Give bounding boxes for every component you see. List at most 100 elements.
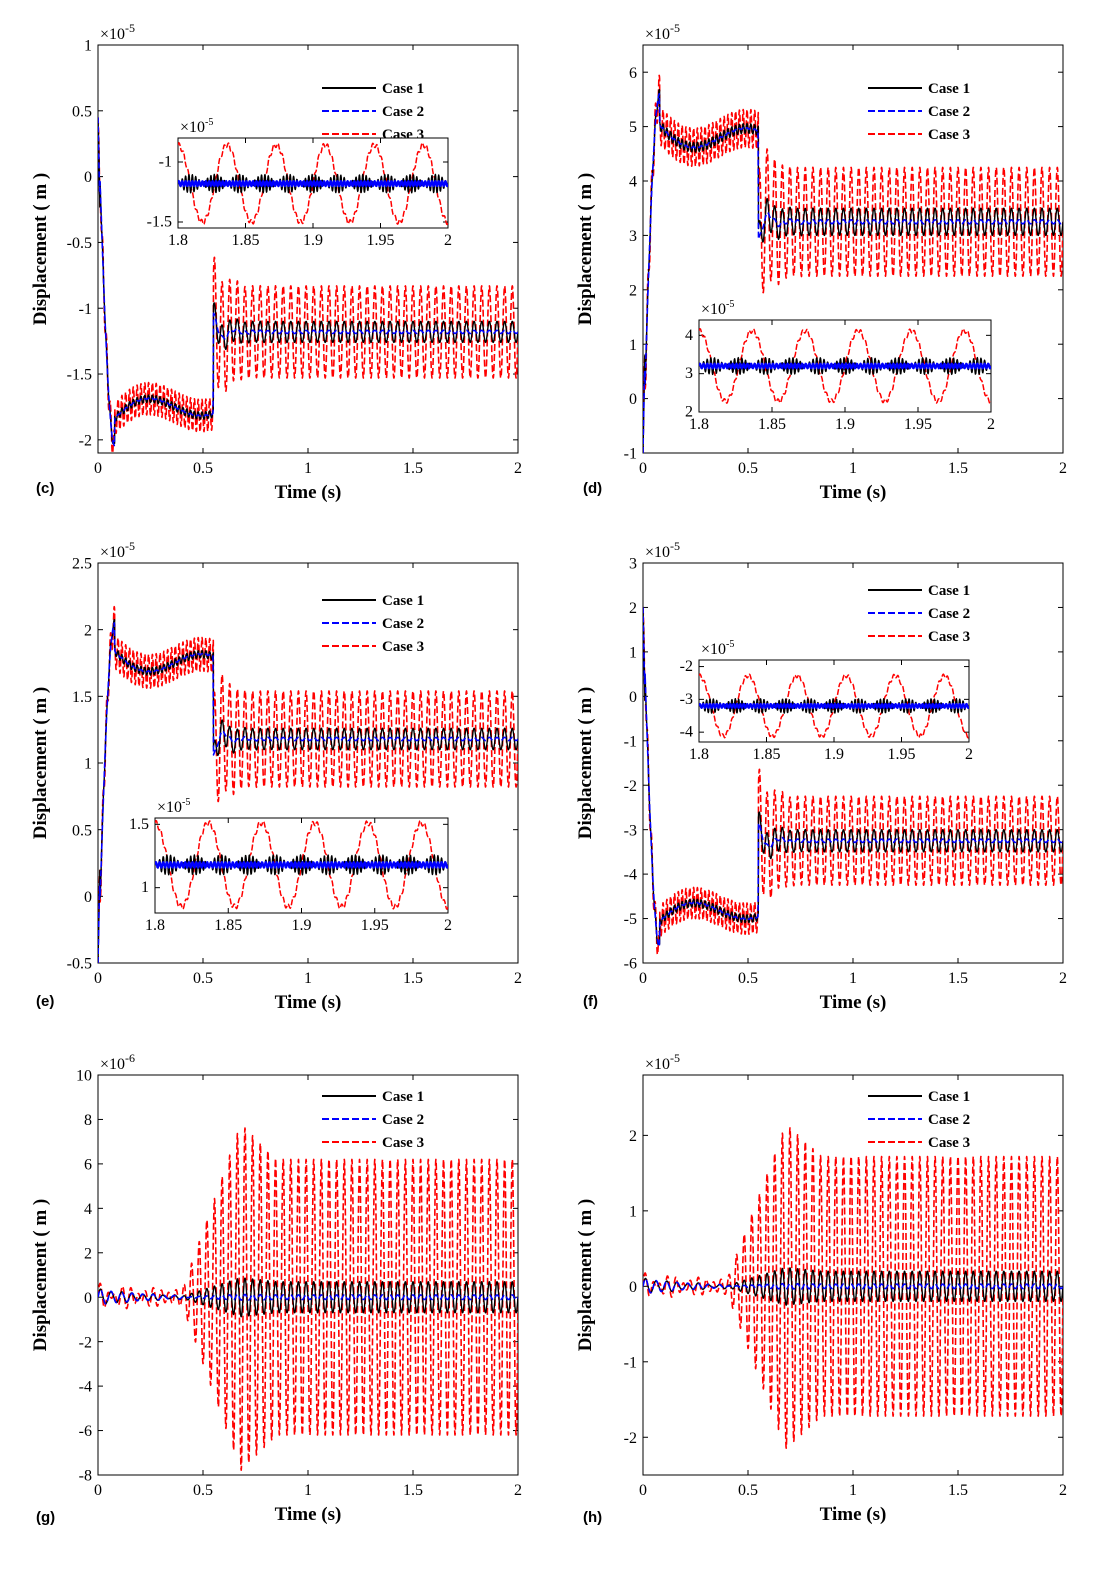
axis-exponent: ×10-5 [100, 539, 135, 561]
x-tick-label: 1.8 [689, 746, 709, 763]
panel-label: (d) [583, 480, 602, 497]
y-tick-label: -1 [624, 446, 637, 463]
x-tick-label: 0 [94, 970, 102, 987]
y-tick-label: -0.5 [67, 235, 92, 252]
x-tick-label: 1.8 [145, 917, 165, 934]
x-tick-label: 0.5 [193, 1482, 213, 1499]
x-tick-label: 1.5 [403, 1482, 423, 1499]
y-tick-label: 2 [629, 1128, 637, 1145]
y-tick-label: 2 [84, 622, 92, 639]
x-tick-label: 1.5 [948, 970, 968, 987]
x-tick-label: 0.5 [193, 460, 213, 477]
x-axis-label: Time (s) [275, 992, 342, 1013]
x-tick-label: 2 [987, 416, 995, 433]
axis-exponent: ×10-5 [645, 539, 680, 561]
series-case-2 [98, 117, 518, 447]
y-axis-label: Displacement ( m ) [575, 173, 596, 326]
series-case-3 [643, 1127, 1063, 1449]
y-tick-label: 0 [629, 391, 637, 408]
y-tick-label: -3 [680, 691, 693, 708]
x-tick-label: 1.8 [168, 232, 188, 249]
x-tick-label: 2 [1059, 1482, 1067, 1499]
inset-series-case-2 [155, 861, 448, 869]
panel-label: (e) [36, 993, 54, 1010]
series-case-1 [643, 607, 1063, 945]
x-tick-label: 1 [849, 970, 857, 987]
x-tick-label: 1 [849, 1482, 857, 1499]
y-tick-label: -1 [624, 1354, 637, 1371]
y-tick-label: -6 [624, 956, 637, 973]
y-tick-label: -0.5 [67, 956, 92, 973]
x-tick-label: 0.5 [738, 1482, 758, 1499]
x-tick-label: 0 [94, 460, 102, 477]
chart-panel-g: 0 0.5 1 1.5 2 -8 -6 -4 -2 0 2 4 6 8 10 ×10-6 Time (s) Dis… [30, 1051, 522, 1526]
x-tick-label: 1.8 [689, 416, 709, 433]
series-case-1 [643, 89, 1063, 453]
series-case-3 [98, 117, 518, 453]
series-case-2 [98, 622, 518, 963]
legend-label-case-3: Case 3 [382, 1135, 424, 1151]
x-tick-label: 1.5 [948, 460, 968, 477]
x-tick-label: 0 [639, 460, 647, 477]
y-tick-label: 1 [629, 1203, 637, 1220]
series-group [98, 117, 518, 453]
x-tick-label: 1.95 [904, 416, 932, 433]
x-tick-label: 1.9 [303, 232, 323, 249]
inset-series-group [699, 673, 969, 739]
y-tick-label: 1 [629, 644, 637, 661]
legend-label-case-3: Case 3 [928, 127, 970, 143]
inset-series-case-2 [178, 180, 448, 188]
x-tick-label: 1.85 [758, 416, 786, 433]
x-tick-label: 0 [639, 970, 647, 987]
legend-label-case-3: Case 3 [382, 639, 424, 655]
series-case-2 [643, 92, 1063, 453]
x-tick-label: 0.5 [738, 970, 758, 987]
series-group [98, 1127, 518, 1471]
x-axis-label: Time (s) [275, 482, 342, 503]
x-tick-label: 2 [1059, 460, 1067, 477]
y-tick-label: -2 [79, 1334, 92, 1351]
y-tick-label: -4 [79, 1379, 92, 1396]
y-tick-label: 0 [84, 169, 92, 186]
y-tick-label: -6 [79, 1423, 92, 1440]
inset-chart: 1.8 1.85 1.9 1.95 2 -1 -1.5 ×10-5 [147, 117, 452, 249]
y-tick-label: 0 [629, 689, 637, 706]
y-tick-label: 6 [84, 1156, 92, 1173]
x-tick-label: 2 [514, 970, 522, 987]
y-tick-label: -1 [79, 301, 92, 318]
y-tick-label: -2 [680, 658, 693, 675]
axis-exponent: ×10-5 [701, 299, 734, 318]
y-tick-label: 4 [84, 1201, 92, 1218]
chart-panel-h: 0 0.5 1 1.5 2 -2 -1 0 1 2 ×10-5 Time (s) Displacemen… [575, 1051, 1067, 1526]
y-tick-label: -2 [624, 778, 637, 795]
series-case-2 [643, 607, 1063, 948]
chart-panel-f: 0 0.5 1 1.5 2 -6 -5 -4 -3 -2 -1 0 1 2 3 ×10-5 Time (s) Di… [575, 539, 1067, 1013]
x-tick-label: 1 [304, 1482, 312, 1499]
y-axis-label: Displacement ( m ) [30, 687, 51, 840]
legend-label-case-1: Case 1 [928, 583, 970, 599]
x-tick-label: 0 [94, 1482, 102, 1499]
legend-label-case-2: Case 2 [928, 104, 970, 120]
x-axis-label: Time (s) [275, 1504, 342, 1525]
y-tick-label: 0.5 [72, 103, 92, 120]
x-tick-label: 2 [965, 746, 973, 763]
chart-panel-c: 0 0.5 1 1.5 2 -2 -1.5 -1 -0.5 0 0.5 1 ×10-5 Time (s) D… [30, 21, 522, 503]
y-tick-label: 1.5 [129, 816, 149, 833]
x-tick-label: 1.9 [824, 746, 844, 763]
y-tick-label: 2.5 [72, 556, 92, 573]
x-axis-label: Time (s) [820, 482, 887, 503]
axis-exponent: ×10-5 [645, 21, 680, 43]
x-axis-label: Time (s) [820, 1504, 887, 1525]
x-tick-label: 1.95 [361, 917, 389, 934]
x-tick-label: 2 [1059, 970, 1067, 987]
series-group [643, 607, 1063, 956]
axis-exponent: ×10-5 [180, 117, 213, 136]
legend-label-case-1: Case 1 [382, 593, 424, 609]
y-axis-label: Displacement ( m ) [30, 1199, 51, 1352]
